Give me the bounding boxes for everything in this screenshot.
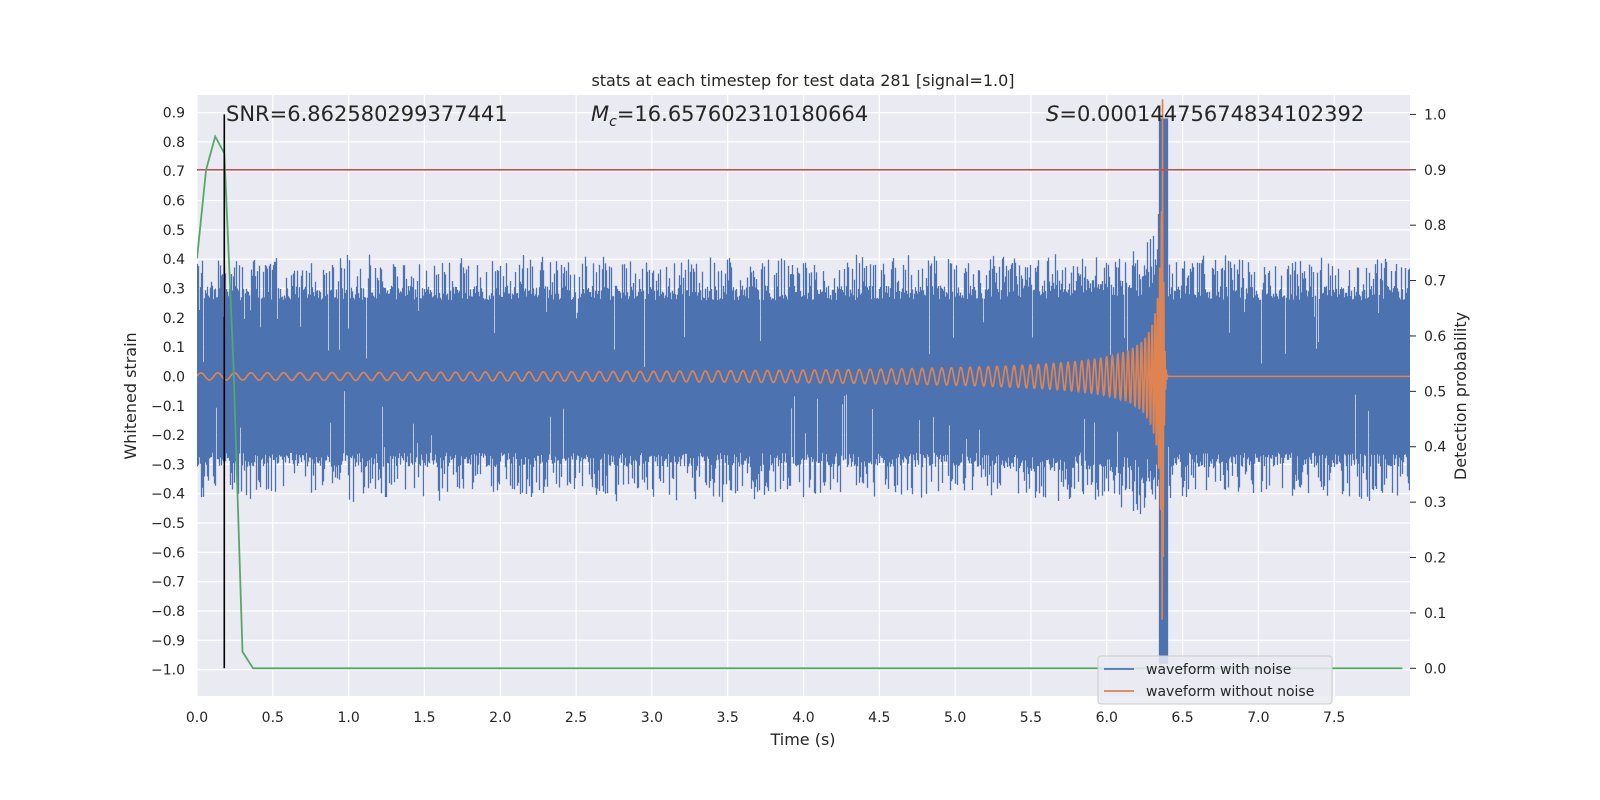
y-left-tick-label: −1.0	[151, 663, 185, 679]
x-tick-label: 0.5	[262, 710, 284, 726]
y-right-tick-label: 0.9	[1424, 163, 1446, 179]
x-axis-ticks: 0.0 0.5 1.0 1.5 2.0 2.5 3.0 3.5 4.0 4.5 5.0 5.5 6.0 6…	[186, 710, 1345, 726]
x-tick-label: 2.0	[489, 710, 511, 726]
y-right-tick-label: 0.0	[1424, 661, 1446, 677]
y-right-tick-label: 0.3	[1424, 495, 1446, 511]
y-left-tick-label: 0.5	[163, 223, 185, 239]
y-left-tick-label: 0.0	[163, 369, 185, 385]
y-left-tick-label: 0.7	[163, 164, 185, 180]
y-axis-left-ticks: 0.9 0.8 0.7 0.6 0.5 0.4 0.3 0.2 0.1 0.0 −0.1 −0.2 −0…	[151, 106, 185, 679]
y-left-tick-label: 0.3	[163, 281, 185, 297]
x-tick-label: 3.5	[717, 710, 739, 726]
y-left-tick-label: −0.2	[151, 428, 185, 444]
y-left-tick-label: −0.7	[151, 575, 185, 591]
s-value: =0.00014475674834102392	[1059, 102, 1364, 126]
y-right-tick-label: 0.4	[1424, 440, 1446, 456]
x-tick-label: 1.0	[337, 710, 359, 726]
x-tick-label: 1.5	[413, 710, 435, 726]
y-left-tick-label: −0.3	[151, 457, 185, 473]
y-left-tick-label: 0.9	[163, 106, 185, 122]
y-left-tick-label: 0.6	[163, 194, 185, 210]
series-detection-probability	[197, 134, 1403, 670]
legend: waveform with noise waveform without noi…	[1097, 655, 1333, 705]
y-right-tick-label: 0.2	[1424, 551, 1446, 567]
y-right-tick-label: 0.8	[1424, 218, 1446, 234]
y-axis-left-label: Whitened strain	[121, 332, 140, 459]
s-annotation: S=0.00014475674834102392	[1046, 102, 1364, 126]
y-left-tick-label: 0.4	[163, 252, 185, 268]
y-left-tick-label: −0.1	[151, 399, 185, 415]
y-axis-right-ticks: 0.0 0.1 0.2 0.3 0.4 0.5 0.6 0.7 0.8 0.9 1.0	[1410, 107, 1446, 677]
y-right-tick-label: 0.1	[1424, 606, 1446, 622]
x-tick-label: 3.0	[641, 710, 663, 726]
x-tick-label: 7.5	[1323, 710, 1345, 726]
y-left-tick-label: 0.8	[163, 135, 185, 151]
y-left-tick-label: −0.8	[151, 604, 185, 620]
chirp-mass-annotation: Mc=16.657602310180664	[591, 102, 868, 130]
y-left-tick-label: −0.9	[151, 633, 185, 649]
y-right-tick-label: 0.7	[1424, 274, 1446, 290]
chirp-mass-value: =16.657602310180664	[617, 102, 868, 126]
y-left-tick-label: −0.6	[151, 545, 185, 561]
series-clip-group	[197, 99, 1410, 670]
x-axis-label: Time (s)	[769, 730, 835, 749]
y-right-tick-label: 1.0	[1424, 107, 1446, 123]
x-tick-label: 6.5	[1171, 710, 1193, 726]
y-left-tick-label: −0.4	[151, 487, 185, 503]
y-axis-right-label: Detection probability	[1451, 312, 1470, 480]
x-tick-label: 5.0	[944, 710, 966, 726]
x-tick-label: 0.0	[186, 710, 208, 726]
x-tick-label: 6.0	[1096, 710, 1118, 726]
x-tick-label: 4.5	[868, 710, 890, 726]
s-symbol: S	[1046, 102, 1059, 126]
x-tick-label: 5.5	[1020, 710, 1042, 726]
x-tick-label: 4.0	[792, 710, 814, 726]
series-waveform-without-noise	[197, 99, 1410, 620]
legend-label-clean: waveform without noise	[1146, 684, 1314, 700]
y-left-tick-label: 0.2	[163, 311, 185, 327]
y-right-tick-label: 0.6	[1424, 329, 1446, 345]
chirp-mass-symbol: M	[591, 102, 609, 126]
snr-annotation: SNR=6.862580299377441	[226, 102, 508, 126]
y-right-tick-label: 0.5	[1424, 384, 1446, 400]
legend-box	[1097, 655, 1333, 705]
chart-title: stats at each timestep for test data 281…	[591, 71, 1014, 90]
x-tick-label: 7.0	[1247, 710, 1269, 726]
legend-label-noise: waveform with noise	[1146, 662, 1291, 678]
series-layer	[197, 99, 1410, 670]
x-tick-label: 2.5	[565, 710, 587, 726]
y-left-tick-label: 0.1	[163, 340, 185, 356]
chirp-mass-subscript: c	[609, 114, 617, 130]
y-left-tick-label: −0.5	[151, 516, 185, 532]
